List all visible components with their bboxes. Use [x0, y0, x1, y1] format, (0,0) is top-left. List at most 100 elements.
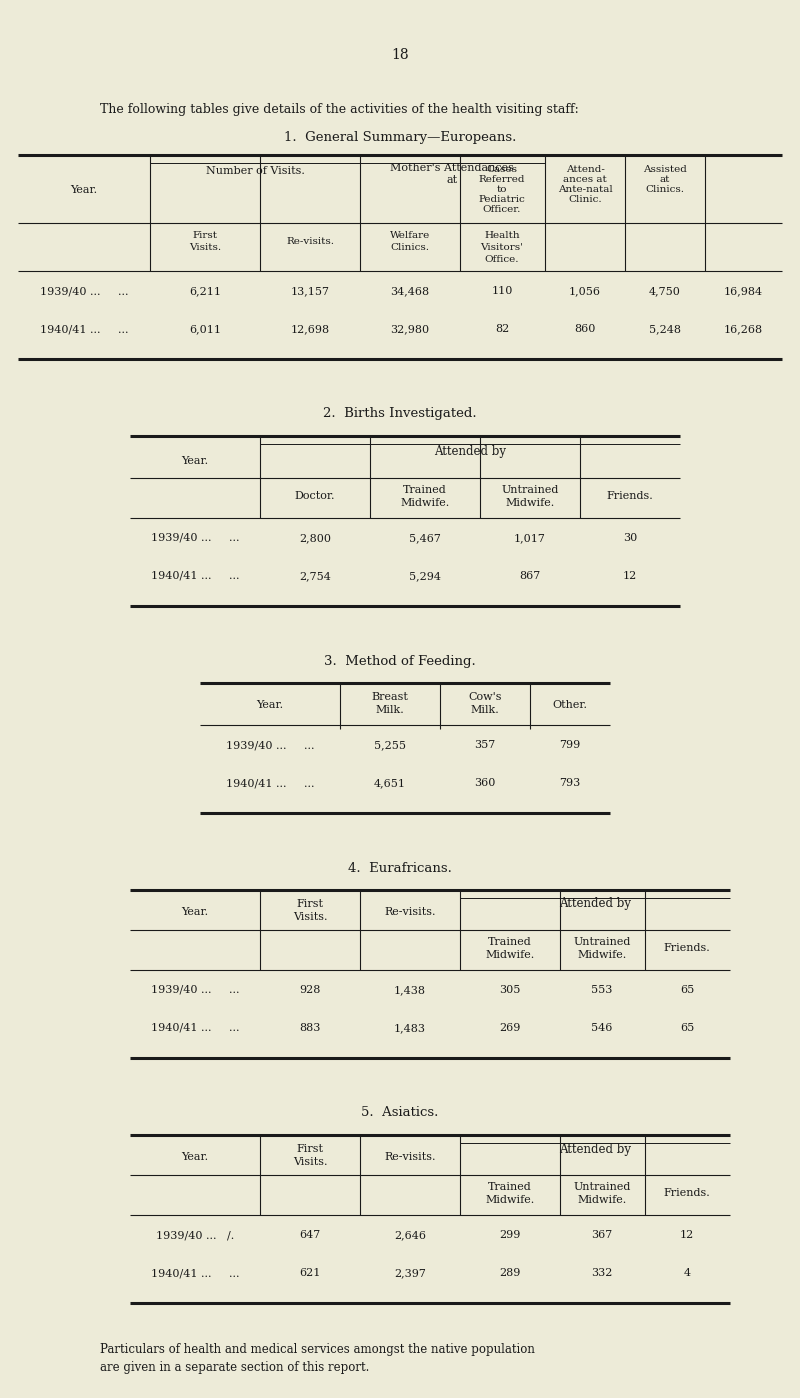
Text: 1,438: 1,438 [394, 986, 426, 995]
Text: 1.  General Summary—Europeans.: 1. General Summary—Europeans. [284, 131, 516, 144]
Text: 867: 867 [519, 570, 541, 582]
Text: Untrained: Untrained [574, 937, 630, 946]
Text: Milk.: Milk. [470, 705, 499, 714]
Text: Visits.: Visits. [189, 242, 221, 252]
Text: Number of Visits.: Number of Visits. [206, 166, 305, 176]
Text: First: First [297, 899, 323, 909]
Text: Friends.: Friends. [606, 491, 654, 500]
Text: Year.: Year. [182, 907, 209, 917]
Text: 647: 647 [299, 1230, 321, 1240]
Text: 1,483: 1,483 [394, 1023, 426, 1033]
Text: 1940/41 ...     ...: 1940/41 ... ... [150, 570, 239, 582]
Text: 6,211: 6,211 [189, 287, 221, 296]
Text: 2.  Births Investigated.: 2. Births Investigated. [323, 407, 477, 421]
Text: Mother's Attendances: Mother's Attendances [390, 164, 514, 173]
Text: 1939/40 ...     ...: 1939/40 ... ... [150, 986, 239, 995]
Text: 6,011: 6,011 [189, 324, 221, 334]
Text: Pediatric: Pediatric [478, 194, 526, 204]
Text: 2,646: 2,646 [394, 1230, 426, 1240]
Text: 1940/41 ...     ...: 1940/41 ... ... [226, 779, 314, 788]
Text: 12,698: 12,698 [290, 324, 330, 334]
Text: Re-visits.: Re-visits. [384, 907, 436, 917]
Text: 5,294: 5,294 [409, 570, 441, 582]
Text: Attended by: Attended by [434, 446, 506, 459]
Text: Clinic.: Clinic. [568, 194, 602, 204]
Text: Clinics.: Clinics. [390, 242, 430, 252]
Text: Attended by: Attended by [559, 1142, 631, 1156]
Text: 4,651: 4,651 [374, 779, 406, 788]
Text: 621: 621 [299, 1268, 321, 1278]
Text: The following tables give details of the activities of the health visiting staff: The following tables give details of the… [100, 103, 578, 116]
Text: 553: 553 [591, 986, 613, 995]
Text: 12: 12 [680, 1230, 694, 1240]
Text: Attended by: Attended by [559, 898, 631, 910]
Text: 5,255: 5,255 [374, 740, 406, 749]
Text: Midwife.: Midwife. [578, 951, 626, 960]
Text: to: to [497, 185, 507, 193]
Text: Assisted: Assisted [643, 165, 687, 173]
Text: Visitors': Visitors' [481, 242, 523, 252]
Text: 65: 65 [680, 1023, 694, 1033]
Text: 110: 110 [491, 287, 513, 296]
Text: Cases: Cases [486, 165, 518, 173]
Text: Referred: Referred [478, 175, 526, 183]
Text: at: at [660, 175, 670, 183]
Text: Untrained: Untrained [502, 485, 558, 495]
Text: Untrained: Untrained [574, 1181, 630, 1192]
Text: 82: 82 [495, 324, 509, 334]
Text: 2,754: 2,754 [299, 570, 331, 582]
Text: 928: 928 [299, 986, 321, 995]
Text: Year.: Year. [257, 700, 283, 710]
Text: Officer.: Officer. [483, 204, 521, 214]
Text: Attend-: Attend- [566, 165, 605, 173]
Text: 1939/40 ...   /.: 1939/40 ... /. [156, 1230, 234, 1240]
Text: 2,397: 2,397 [394, 1268, 426, 1278]
Text: Milk.: Milk. [376, 705, 404, 714]
Text: Friends.: Friends. [664, 1188, 710, 1198]
Text: 1939/40 ...     ...: 1939/40 ... ... [40, 287, 128, 296]
Text: are given in a separate section of this report.: are given in a separate section of this … [100, 1362, 370, 1374]
Text: 1,017: 1,017 [514, 533, 546, 542]
Text: 3.  Method of Feeding.: 3. Method of Feeding. [324, 654, 476, 667]
Text: Health: Health [484, 231, 520, 239]
Text: 367: 367 [591, 1230, 613, 1240]
Text: Other.: Other. [553, 700, 587, 710]
Text: Visits.: Visits. [293, 1158, 327, 1167]
Text: Year.: Year. [182, 456, 209, 466]
Text: Office.: Office. [485, 254, 519, 263]
Text: Year.: Year. [182, 1152, 209, 1162]
Text: 16,268: 16,268 [723, 324, 762, 334]
Text: 299: 299 [499, 1230, 521, 1240]
Text: Re-visits.: Re-visits. [384, 1152, 436, 1162]
Text: 5,248: 5,248 [649, 324, 681, 334]
Text: 65: 65 [680, 986, 694, 995]
Text: Friends.: Friends. [664, 944, 710, 953]
Text: 269: 269 [499, 1023, 521, 1033]
Text: Trained: Trained [488, 937, 532, 946]
Text: 799: 799 [559, 740, 581, 749]
Text: Clinics.: Clinics. [646, 185, 685, 193]
Text: 793: 793 [559, 779, 581, 788]
Text: First: First [193, 231, 218, 239]
Text: 18: 18 [391, 48, 409, 62]
Text: 883: 883 [299, 1023, 321, 1033]
Text: Cow's: Cow's [468, 692, 502, 702]
Text: 4,750: 4,750 [649, 287, 681, 296]
Text: 1939/40 ...     ...: 1939/40 ... ... [150, 533, 239, 542]
Text: 2,800: 2,800 [299, 533, 331, 542]
Text: 12: 12 [623, 570, 637, 582]
Text: 305: 305 [499, 986, 521, 995]
Text: Breast: Breast [371, 692, 409, 702]
Text: Ante-natal: Ante-natal [558, 185, 612, 193]
Text: 360: 360 [474, 779, 496, 788]
Text: 4.  Eurafricans.: 4. Eurafricans. [348, 861, 452, 875]
Text: 860: 860 [574, 324, 596, 334]
Text: Midwife.: Midwife. [506, 498, 554, 507]
Text: 1939/40 ...     ...: 1939/40 ... ... [226, 740, 314, 749]
Text: 1940/41 ...     ...: 1940/41 ... ... [150, 1268, 239, 1278]
Text: 34,468: 34,468 [390, 287, 430, 296]
Text: First: First [297, 1144, 323, 1153]
Text: Doctor.: Doctor. [294, 491, 335, 500]
Text: Trained: Trained [403, 485, 447, 495]
Text: Midwife.: Midwife. [578, 1195, 626, 1205]
